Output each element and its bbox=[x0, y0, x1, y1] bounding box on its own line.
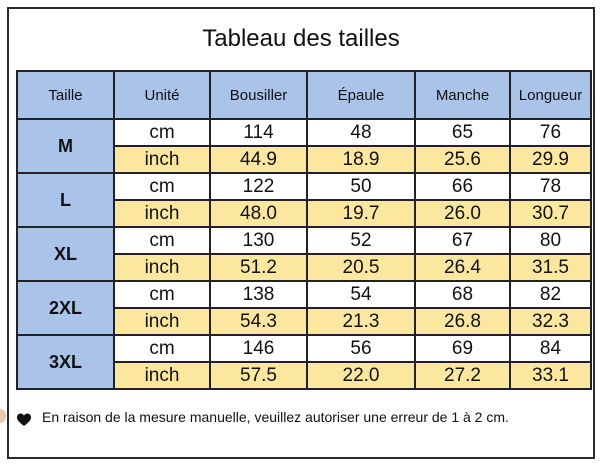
unit-cell: inch bbox=[113, 253, 211, 282]
table-row: inch 44.9 18.9 25.6 29.9 bbox=[17, 145, 592, 174]
measurement-cell: 26.0 bbox=[414, 199, 511, 228]
measurement-cell: 29.9 bbox=[509, 145, 592, 174]
measurement-cell: 114 bbox=[209, 118, 308, 147]
unit-cell: inch bbox=[113, 307, 211, 336]
measurement-cell: 25.6 bbox=[414, 145, 511, 174]
measurement-cell: 22.0 bbox=[306, 361, 416, 390]
size-label: 3XL bbox=[16, 334, 115, 390]
measurement-cell: 54 bbox=[306, 280, 416, 309]
measurement-cell: 27.2 bbox=[414, 361, 511, 390]
measurement-cell: 68 bbox=[414, 280, 511, 309]
measurement-cell: 138 bbox=[209, 280, 308, 309]
measurement-cell: 44.9 bbox=[209, 145, 308, 174]
unit-cell: cm bbox=[113, 334, 211, 363]
header-unite: Unité bbox=[113, 70, 211, 120]
unit-cell: inch bbox=[113, 145, 211, 174]
measurement-cell: 21.3 bbox=[306, 307, 416, 336]
note-text: En raison de la mesure manuelle, veuille… bbox=[42, 409, 509, 425]
chart-title: Tableau des tailles bbox=[202, 25, 400, 52]
table-row: inch 48.0 19.7 26.0 30.7 bbox=[17, 199, 592, 228]
measurement-cell: 26.4 bbox=[414, 253, 511, 282]
header-longueur: Longueur bbox=[509, 70, 592, 120]
heart-icon bbox=[17, 413, 31, 426]
decorative-edge-mark bbox=[0, 409, 6, 423]
table-row: inch 51.2 20.5 26.4 31.5 bbox=[17, 253, 592, 282]
header-manche: Manche bbox=[414, 70, 511, 120]
measurement-cell: 84 bbox=[509, 334, 592, 363]
measurement-cell: 48 bbox=[306, 118, 416, 147]
measurement-cell: 20.5 bbox=[306, 253, 416, 282]
measurement-cell: 54.3 bbox=[209, 307, 308, 336]
size-chart: Tableau des tailles Taille Unité Bousill… bbox=[7, 7, 595, 459]
measurement-cell: 67 bbox=[414, 226, 511, 255]
measurement-cell: 57.5 bbox=[209, 361, 308, 390]
unit-cell: inch bbox=[113, 199, 211, 228]
size-label: L bbox=[16, 172, 115, 228]
measurement-cell: 26.8 bbox=[414, 307, 511, 336]
unit-cell: cm bbox=[113, 280, 211, 309]
header-bousiller: Bousiller bbox=[209, 70, 308, 120]
measurement-cell: 76 bbox=[509, 118, 592, 147]
measurement-cell: 50 bbox=[306, 172, 416, 201]
measurement-cell: 31.5 bbox=[509, 253, 592, 282]
table-header-row: Taille Unité Bousiller Épaule Manche Lon… bbox=[16, 70, 592, 120]
header-epaule: Épaule bbox=[306, 70, 416, 120]
measurement-cell: 32.3 bbox=[509, 307, 592, 336]
table-row: 2XL cm 138 54 68 82 bbox=[16, 280, 592, 336]
measurement-cell: 69 bbox=[414, 334, 511, 363]
size-label: 2XL bbox=[16, 280, 115, 336]
unit-cell: cm bbox=[113, 118, 211, 147]
table-row: inch 57.5 22.0 27.2 33.1 bbox=[17, 361, 592, 390]
measurement-cell: 146 bbox=[209, 334, 308, 363]
measurement-cell: 52 bbox=[306, 226, 416, 255]
measurement-cell: 130 bbox=[209, 226, 308, 255]
table-row: inch 54.3 21.3 26.8 32.3 bbox=[17, 307, 592, 336]
measurement-cell: 30.7 bbox=[509, 199, 592, 228]
measurement-cell: 122 bbox=[209, 172, 308, 201]
measurement-cell: 19.7 bbox=[306, 199, 416, 228]
unit-cell: cm bbox=[113, 226, 211, 255]
measurement-cell: 80 bbox=[509, 226, 592, 255]
measurement-cell: 66 bbox=[414, 172, 511, 201]
measurement-cell: 18.9 bbox=[306, 145, 416, 174]
table-row: XL cm 130 52 67 80 bbox=[16, 226, 592, 282]
header-taille: Taille bbox=[16, 70, 115, 120]
size-table: Taille Unité Bousiller Épaule Manche Lon… bbox=[16, 70, 592, 390]
measurement-cell: 56 bbox=[306, 334, 416, 363]
unit-cell: cm bbox=[113, 172, 211, 201]
measurement-cell: 82 bbox=[509, 280, 592, 309]
measurement-cell: 65 bbox=[414, 118, 511, 147]
measurement-cell: 48.0 bbox=[209, 199, 308, 228]
table-row: 3XL cm 146 56 69 84 bbox=[16, 334, 592, 390]
size-label: M bbox=[16, 118, 115, 174]
measurement-cell: 33.1 bbox=[509, 361, 592, 390]
unit-cell: inch bbox=[113, 361, 211, 390]
measurement-cell: 51.2 bbox=[209, 253, 308, 282]
measurement-cell: 78 bbox=[509, 172, 592, 201]
size-label: XL bbox=[16, 226, 115, 282]
